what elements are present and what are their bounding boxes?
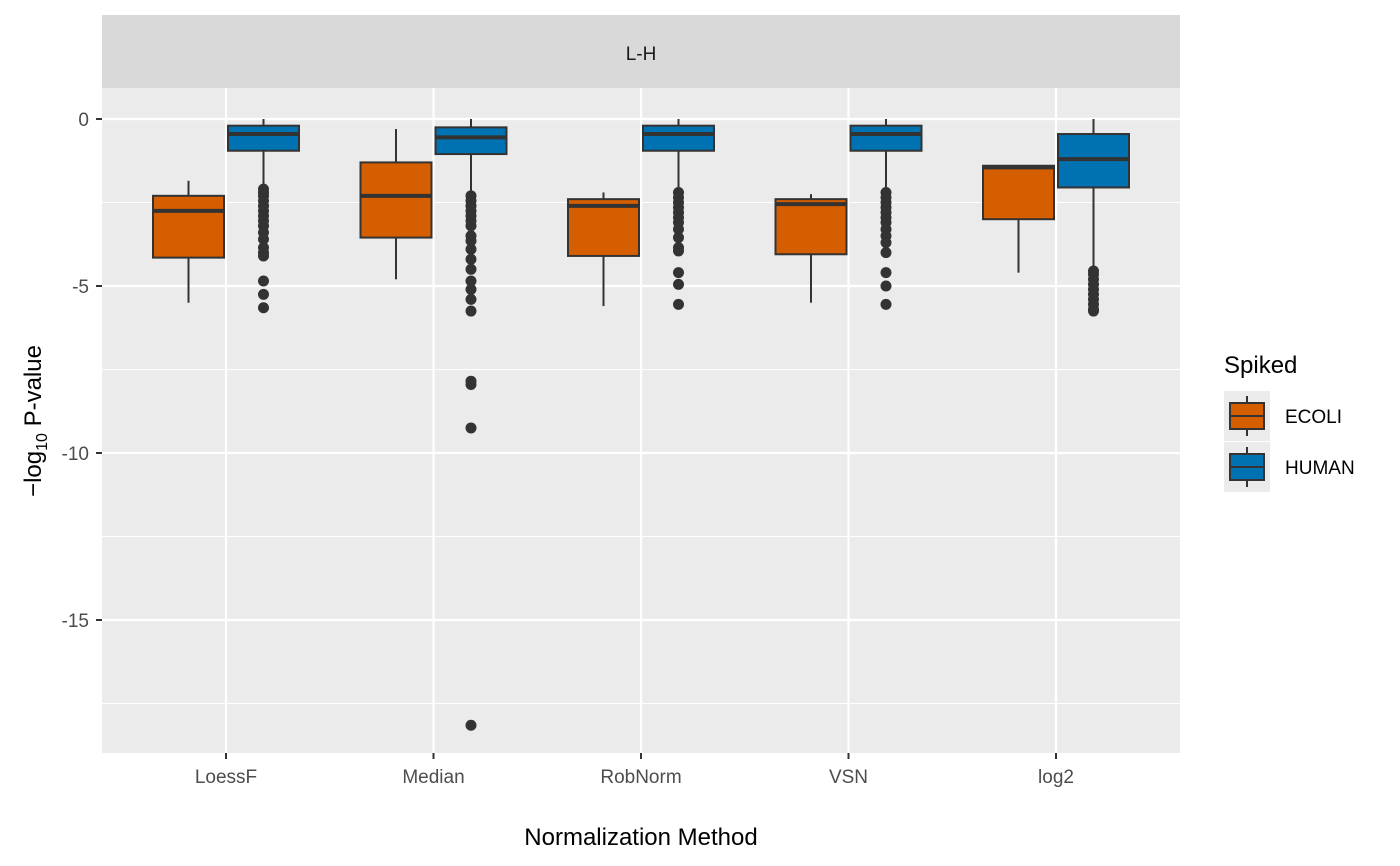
x-axis-title: Normalization Method (524, 824, 757, 851)
outlier-point (880, 237, 892, 249)
legend-title: Spiked (1224, 352, 1297, 379)
outlier-point (880, 247, 892, 259)
outlier-point (258, 250, 269, 262)
outlier-point (465, 253, 477, 265)
box-body (642, 124, 715, 152)
outlier-point (258, 233, 269, 245)
legend-label: ECOLI (1285, 407, 1342, 428)
x-tick-label: log2 (1038, 767, 1074, 788)
y-tick-label: -15 (62, 611, 89, 632)
box-layer (152, 119, 1130, 731)
outlier-point (465, 283, 477, 295)
x-tick-label: Median (402, 767, 464, 788)
outlier-point (465, 263, 477, 275)
box-body (567, 198, 640, 257)
outlier-point (465, 293, 477, 305)
box-ecoli-log2 (982, 164, 1055, 273)
y-tick-label: -5 (72, 277, 89, 298)
y-tick-label: 0 (78, 110, 89, 131)
outlier-point (465, 275, 477, 287)
box-body (227, 124, 300, 152)
box-human-log2 (1057, 119, 1130, 317)
box-human-median (434, 119, 508, 731)
facet-strip-label: L-H (626, 44, 657, 65)
y-tick-label: -10 (62, 444, 89, 465)
outlier-point (465, 379, 477, 391)
box-body (982, 164, 1055, 221)
outlier-point (258, 288, 269, 300)
x-axis: LoessF Median RobNorm VSN log2 (195, 753, 1074, 788)
outlier-point (1088, 305, 1099, 317)
box-human-loessf (227, 119, 300, 314)
y-axis: 0 -5 -10 -15 (62, 110, 102, 632)
outlier-point (880, 267, 892, 279)
x-tick-label: RobNorm (600, 767, 681, 788)
box-ecoli-median (359, 129, 433, 280)
legend-label: HUMAN (1285, 458, 1355, 479)
box-ecoli-robnorm (567, 192, 640, 307)
box-body (359, 161, 433, 239)
outlier-point (673, 245, 684, 257)
outlier-point (258, 275, 269, 287)
box-body (434, 126, 508, 156)
box-body (152, 194, 225, 259)
outlier-point (465, 422, 477, 434)
outlier-point (880, 298, 892, 310)
x-tick-label: LoessF (195, 767, 257, 788)
outlier-point (465, 305, 477, 317)
box-ecoli-loessf (152, 180, 225, 303)
box-body (774, 198, 848, 256)
outlier-point (465, 243, 477, 255)
outlier-point (673, 298, 684, 310)
outlier-point (465, 220, 477, 232)
box-ecoli-vsn (774, 194, 848, 303)
grid-major (102, 88, 1180, 753)
facet-strip (102, 15, 1180, 88)
outlier-point (258, 302, 269, 314)
outlier-point (673, 223, 684, 235)
box-human-robnorm (642, 119, 715, 310)
legend-item-human: HUMAN (1224, 442, 1355, 492)
outlier-point (465, 235, 477, 247)
outlier-point (880, 280, 892, 292)
box-body (849, 124, 923, 152)
legend: Spiked ECOLI HUMAN (1224, 352, 1355, 492)
box-human-vsn (849, 119, 923, 310)
outlier-point (673, 267, 684, 279)
x-tick-label: VSN (829, 767, 868, 788)
y-axis-title: −log10 P-value (20, 345, 51, 497)
outlier-point (465, 719, 477, 731)
legend-item-ecoli: ECOLI (1224, 391, 1342, 441)
outlier-point (673, 278, 684, 290)
outlier-point (673, 232, 684, 244)
